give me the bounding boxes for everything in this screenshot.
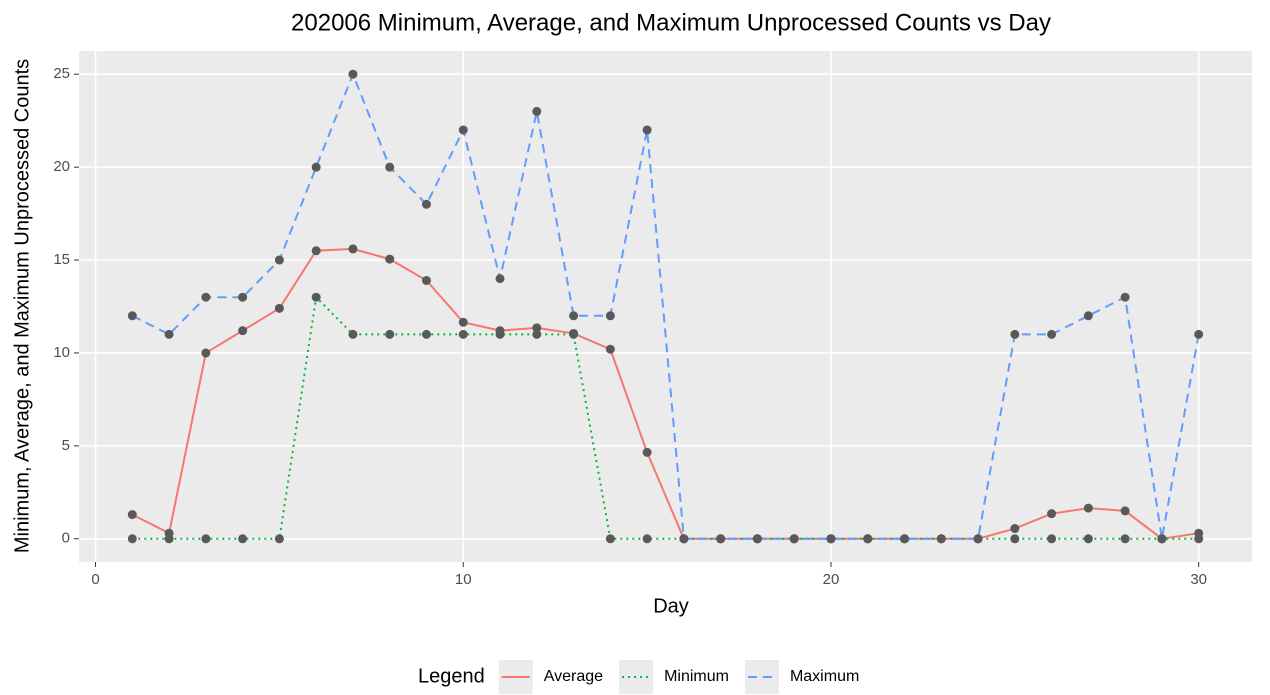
data-point	[1194, 329, 1204, 339]
data-point	[238, 326, 248, 336]
data-point	[605, 311, 615, 321]
y-tick-label: 0	[62, 530, 70, 547]
y-tick-label: 15	[53, 251, 70, 268]
data-point	[532, 106, 542, 116]
data-point	[1047, 329, 1057, 339]
data-point	[495, 329, 505, 339]
data-point	[458, 317, 468, 327]
data-point	[238, 534, 248, 544]
data-point	[716, 534, 726, 544]
data-point	[127, 510, 137, 520]
y-tick-label: 5	[62, 437, 70, 454]
data-point	[752, 534, 762, 544]
data-point	[569, 311, 579, 321]
data-point	[642, 534, 652, 544]
data-point	[274, 534, 284, 544]
data-point	[605, 344, 615, 354]
data-point	[421, 275, 431, 285]
data-point	[385, 329, 395, 339]
data-point	[164, 534, 174, 544]
plot-background	[79, 51, 1252, 562]
data-point	[127, 534, 137, 544]
data-point	[605, 534, 615, 544]
legend-label: Average	[544, 668, 603, 685]
data-point	[826, 534, 836, 544]
y-tick-label: 10	[53, 344, 70, 361]
data-point	[348, 69, 358, 79]
data-point	[348, 244, 358, 254]
legend-label: Minimum	[664, 668, 729, 685]
x-axis-label: Day	[653, 595, 689, 617]
y-tick-label: 25	[53, 65, 70, 82]
data-point	[1010, 329, 1020, 339]
data-point	[679, 534, 689, 544]
x-tick-label: 0	[91, 571, 99, 588]
data-point	[789, 534, 799, 544]
data-point	[421, 329, 431, 339]
y-axis-label: Minimum, Average, and Maximum Unprocesse…	[11, 59, 33, 553]
data-point	[1120, 506, 1130, 516]
data-point	[863, 534, 873, 544]
chart-title: 202006 Minimum, Average, and Maximum Unp…	[291, 9, 1051, 36]
data-point	[900, 534, 910, 544]
x-tick-label: 30	[1190, 571, 1207, 588]
data-point	[238, 292, 248, 302]
data-point	[569, 329, 579, 339]
series-line	[131, 71, 1200, 540]
data-point	[458, 329, 468, 339]
data-point	[311, 162, 321, 172]
data-point	[458, 125, 468, 135]
data-point	[973, 534, 983, 544]
legend-label: Maximum	[790, 668, 859, 685]
x-tick-label: 20	[823, 571, 840, 588]
data-point	[1120, 534, 1130, 544]
legend-title: Legend	[418, 665, 485, 687]
data-point	[164, 329, 174, 339]
data-point	[1047, 534, 1057, 544]
data-point	[642, 125, 652, 135]
data-point	[1120, 292, 1130, 302]
data-point	[201, 348, 211, 358]
data-point	[1010, 524, 1020, 534]
data-point	[642, 447, 652, 457]
data-point	[1157, 534, 1167, 544]
data-point	[311, 292, 321, 302]
data-point	[201, 292, 211, 302]
x-tick-label: 10	[455, 571, 472, 588]
data-point	[127, 311, 137, 321]
data-point	[1083, 534, 1093, 544]
data-point	[495, 274, 505, 284]
data-point	[1047, 509, 1057, 519]
data-point	[274, 255, 284, 265]
data-point	[1010, 534, 1020, 544]
data-point	[1083, 503, 1093, 513]
data-point	[1194, 534, 1204, 544]
y-tick-label: 20	[53, 158, 70, 175]
data-point	[274, 303, 284, 313]
data-point	[1083, 311, 1093, 321]
data-point	[385, 162, 395, 172]
data-point	[385, 254, 395, 264]
series-line	[131, 247, 1199, 540]
data-point	[532, 329, 542, 339]
data-point	[532, 323, 542, 333]
data-point	[201, 534, 211, 544]
data-point	[421, 199, 431, 209]
data-point	[936, 534, 946, 544]
data-point	[348, 329, 358, 339]
data-point	[311, 246, 321, 256]
